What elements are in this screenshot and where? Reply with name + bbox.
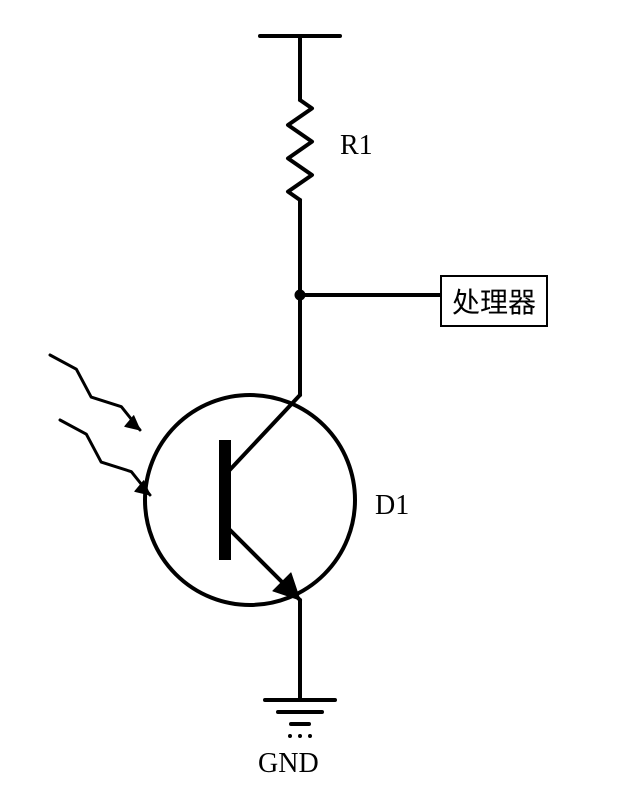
processor-box: 处理器: [440, 275, 548, 327]
resistor-label: R1: [340, 130, 373, 162]
ground-label: GND: [258, 748, 319, 780]
circuit-schematic: [0, 0, 629, 810]
phototransistor-label: D1: [375, 490, 409, 522]
